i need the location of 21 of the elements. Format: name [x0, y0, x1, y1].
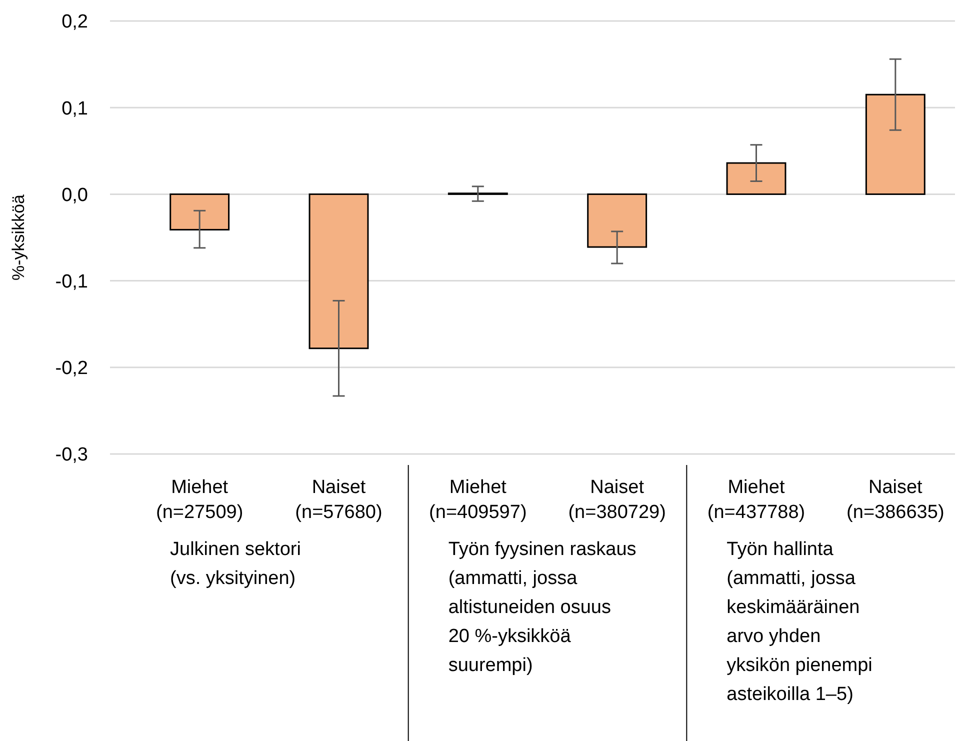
bar — [170, 193, 230, 230]
y-tick-label: 0,1 — [62, 98, 88, 120]
x-tick-label: Miehet (n=27509) — [156, 477, 244, 523]
text: Työn fyysinen raskaus (ammatti, jossa altistuneiden osuus 20 %-yksikköä suurempi) — [448, 539, 636, 676]
y-axis-title: %-yksikköä — [9, 194, 28, 280]
y-tick-label: -0,3 — [55, 444, 88, 466]
x-tick-label: Miehet (n=437788) — [707, 477, 806, 523]
bar — [308, 193, 369, 350]
text: Työn hallinta (ammatti, jossa keskimääräinen arvo yhden yksikön pienempi asteikoilla 1–5) — [726, 539, 872, 705]
bar — [726, 162, 786, 195]
text: Julkinen sektori (vs. yksityinen) — [170, 539, 301, 589]
x-tick-label: Miehet (n=409597) — [429, 477, 527, 523]
x-tick-label: Naiset (n=57680) — [295, 477, 382, 523]
bar — [865, 94, 926, 195]
y-tick-label: -0,1 — [55, 271, 88, 292]
y-tick-label: 0,2 — [62, 12, 88, 33]
y-tick-label: -0,2 — [55, 358, 88, 380]
bar — [587, 193, 648, 248]
x-tick-label: Naiset (n=386635) — [846, 477, 944, 523]
x-tick-label: Naiset (n=380729) — [568, 477, 666, 523]
y-tick-label: 0,0 — [62, 184, 88, 206]
